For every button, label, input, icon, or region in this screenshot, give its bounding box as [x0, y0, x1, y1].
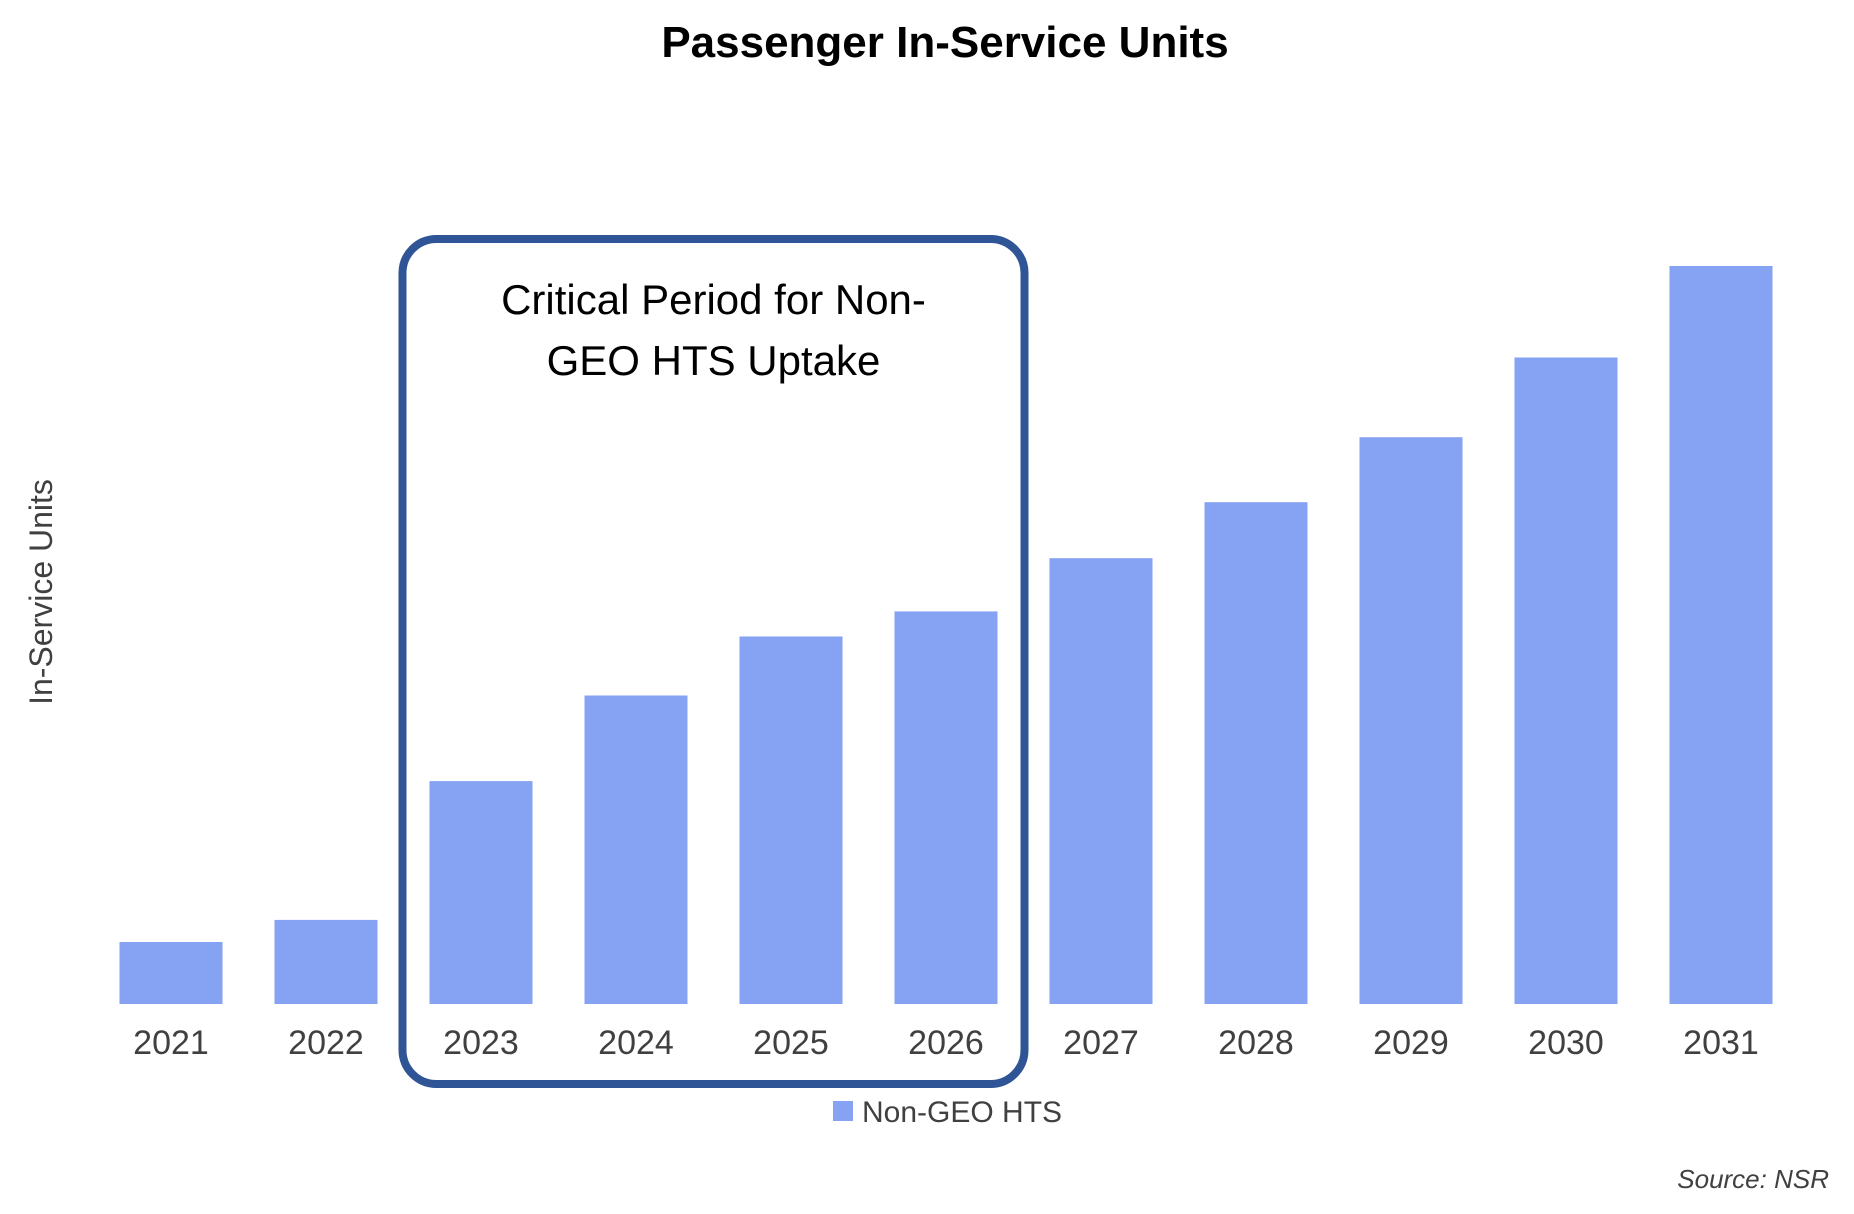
x-tick-label-2024: 2024: [598, 1024, 674, 1062]
x-axis-ticks: 2021 2022 2023 2024 2025 2026 2027 2028 2029 2030…: [133, 1024, 1759, 1062]
x-tick-label-2026: 2026: [908, 1024, 984, 1062]
x-tick-label-2028: 2028: [1218, 1024, 1294, 1062]
x-tick-label-2025: 2025: [753, 1024, 829, 1062]
bar-2021: [119, 942, 223, 1004]
y-axis-label: In-Service Units: [23, 479, 59, 705]
legend-swatch: [833, 1101, 853, 1121]
annotation-line-1: Critical Period for Non-: [501, 276, 926, 323]
bar-2024: [584, 695, 688, 1004]
source-note: Source: NSR: [1677, 1164, 1829, 1194]
x-tick-label-2031: 2031: [1683, 1024, 1759, 1062]
bar-2022: [274, 919, 378, 1004]
x-tick-label-2027: 2027: [1063, 1024, 1139, 1062]
x-tick-label-2023: 2023: [443, 1024, 519, 1062]
critical-period-box: [398, 235, 1029, 1088]
bar-2030: [1514, 357, 1618, 1004]
legend: Non-GEO HTS: [833, 1096, 1062, 1129]
chart-title: Passenger In-Service Units: [661, 18, 1228, 67]
annotation-line-2: GEO HTS Uptake: [547, 337, 881, 384]
x-tick-label-2029: 2029: [1373, 1024, 1449, 1062]
legend-label: Non-GEO HTS: [862, 1096, 1062, 1129]
bar-2029: [1359, 437, 1463, 1004]
bar-2025: [739, 636, 843, 1004]
bar-2026: [894, 611, 998, 1004]
bar-2031: [1669, 266, 1773, 1004]
bar-2028: [1204, 502, 1308, 1004]
bar-2023: [429, 781, 533, 1004]
x-tick-label-2030: 2030: [1528, 1024, 1604, 1062]
bar-2027: [1049, 558, 1153, 1004]
x-tick-label-2022: 2022: [288, 1024, 364, 1062]
x-tick-label-2021: 2021: [133, 1024, 209, 1062]
bars-group: [119, 266, 1773, 1004]
